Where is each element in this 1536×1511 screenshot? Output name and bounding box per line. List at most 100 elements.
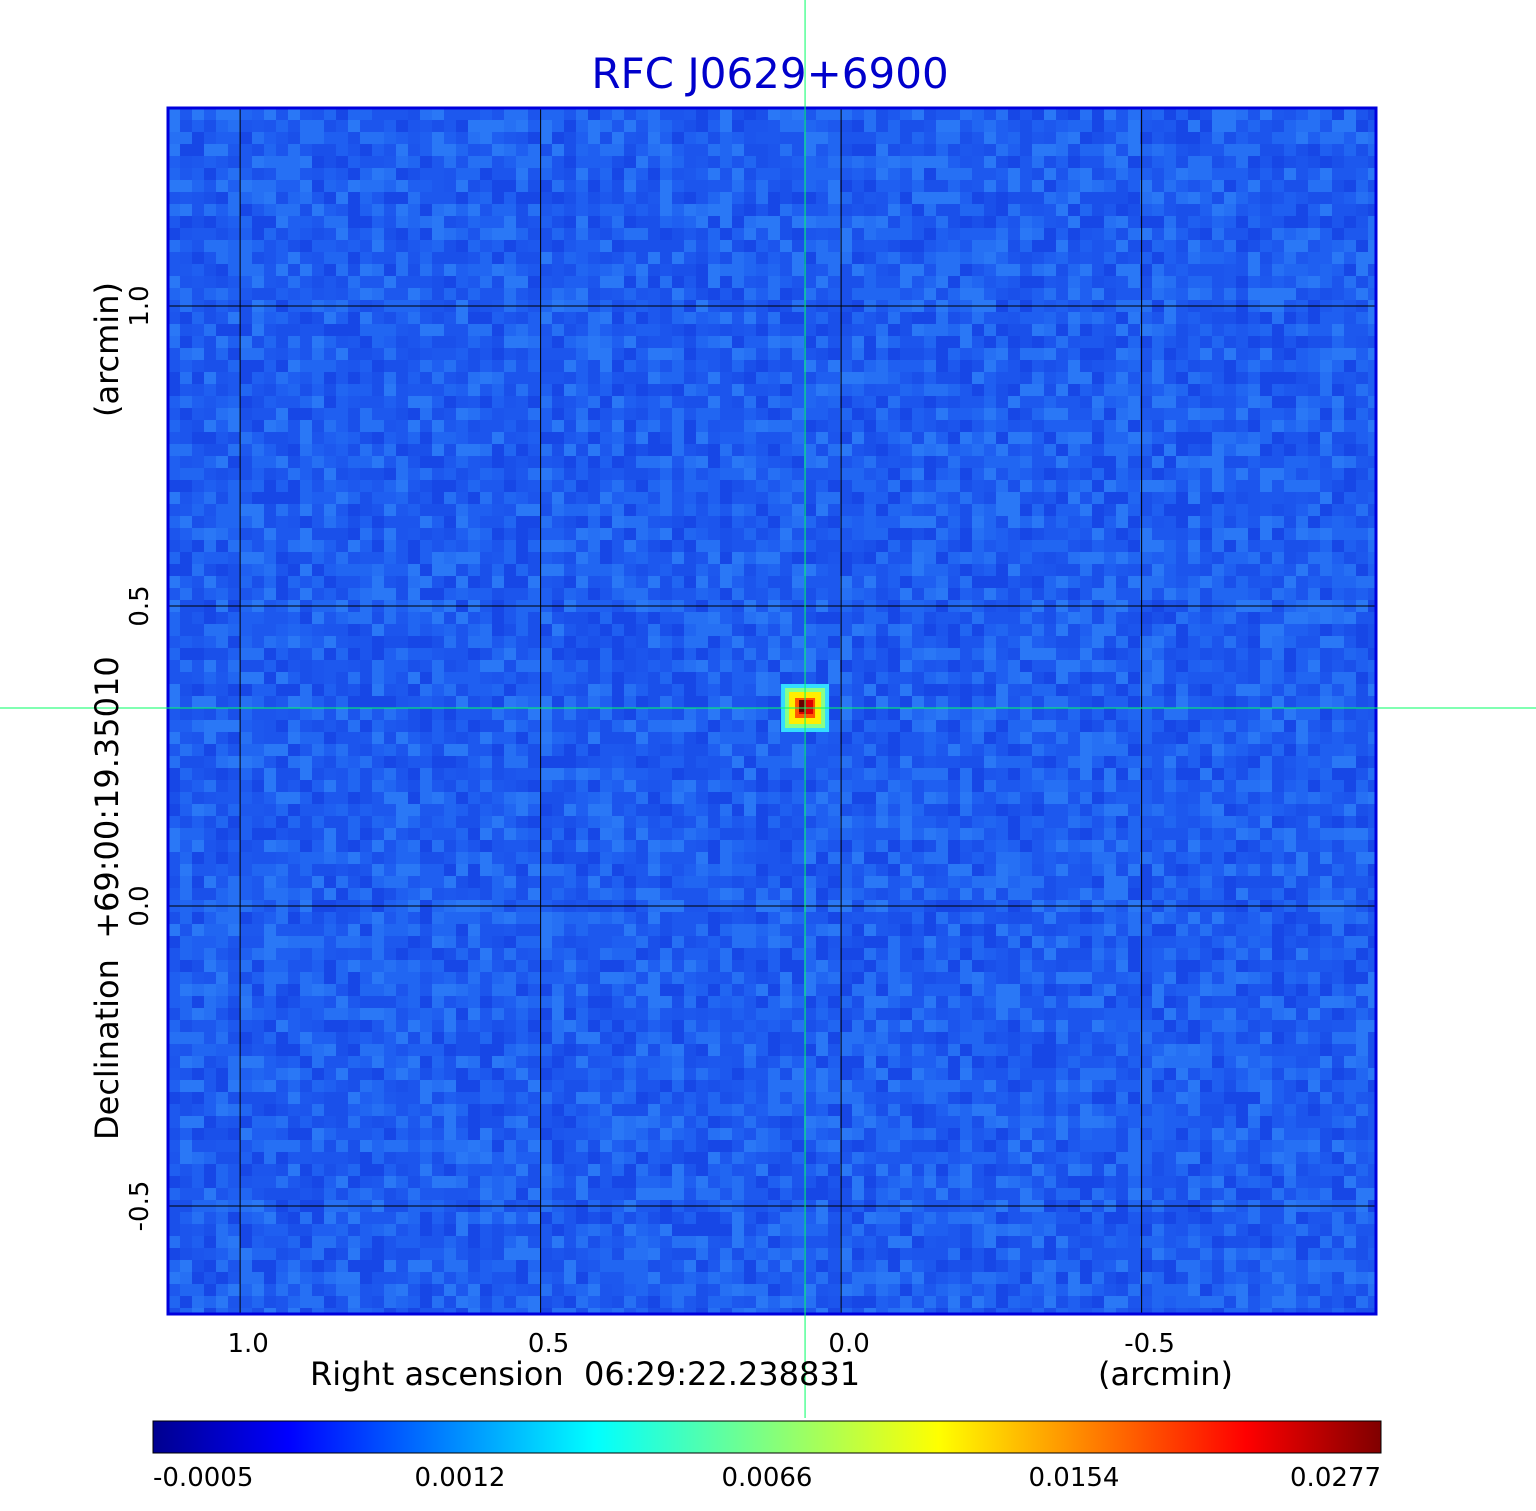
noise-pixel (504, 384, 516, 396)
noise-pixel (456, 540, 468, 552)
noise-pixel (420, 516, 432, 528)
noise-pixel (612, 624, 624, 636)
noise-pixel (936, 120, 948, 132)
noise-pixel (984, 132, 996, 144)
noise-pixel (276, 144, 288, 156)
noise-pixel (948, 468, 960, 480)
noise-pixel (612, 216, 624, 228)
noise-pixel (1044, 684, 1056, 696)
noise-pixel (552, 120, 564, 132)
noise-pixel (1248, 576, 1260, 588)
noise-pixel (672, 636, 684, 648)
noise-pixel (708, 396, 720, 408)
noise-pixel (1152, 348, 1164, 360)
noise-pixel (804, 168, 816, 180)
noise-pixel (1164, 648, 1176, 660)
noise-pixel (600, 180, 612, 192)
noise-pixel (372, 336, 384, 348)
noise-pixel (204, 540, 216, 552)
noise-pixel (720, 408, 732, 420)
noise-pixel (552, 180, 564, 192)
noise-pixel (1116, 348, 1128, 360)
noise-pixel (444, 192, 456, 204)
noise-pixel (504, 516, 516, 528)
noise-pixel (1308, 468, 1320, 480)
noise-pixel (1308, 156, 1320, 168)
noise-pixel (468, 336, 480, 348)
noise-pixel (564, 408, 576, 420)
noise-pixel (420, 588, 432, 600)
noise-pixel (240, 264, 252, 276)
noise-pixel (192, 348, 204, 360)
noise-pixel (900, 192, 912, 204)
noise-pixel (732, 168, 744, 180)
noise-pixel (660, 636, 672, 648)
noise-pixel (612, 660, 624, 672)
noise-pixel (288, 156, 300, 168)
noise-pixel (1356, 324, 1368, 336)
noise-pixel (936, 384, 948, 396)
noise-pixel (636, 624, 648, 636)
noise-pixel (708, 264, 720, 276)
noise-pixel (960, 252, 972, 264)
noise-pixel (948, 624, 960, 636)
noise-pixel (1044, 144, 1056, 156)
noise-pixel (588, 348, 600, 360)
noise-pixel (264, 480, 276, 492)
noise-pixel (480, 612, 492, 624)
noise-pixel (1056, 612, 1068, 624)
noise-pixel (864, 192, 876, 204)
noise-pixel (1224, 564, 1236, 576)
noise-pixel (924, 444, 936, 456)
noise-pixel (1272, 660, 1284, 672)
noise-pixel (372, 684, 384, 696)
noise-pixel (240, 612, 252, 624)
heatmap-area (168, 108, 1376, 1314)
noise-pixel (444, 216, 456, 228)
noise-pixel (1092, 408, 1104, 420)
noise-pixel (1092, 360, 1104, 372)
noise-pixel (612, 192, 624, 204)
noise-pixel (312, 480, 324, 492)
noise-pixel (300, 204, 312, 216)
noise-pixel (708, 576, 720, 588)
noise-pixel (1164, 504, 1176, 516)
noise-pixel (768, 540, 780, 552)
noise-pixel (1164, 468, 1176, 480)
noise-pixel (1200, 336, 1212, 348)
noise-pixel (924, 204, 936, 216)
noise-pixel (576, 660, 588, 672)
noise-pixel (564, 372, 576, 384)
noise-pixel (216, 612, 228, 624)
noise-pixel (1008, 336, 1020, 348)
noise-pixel (552, 444, 564, 456)
noise-pixel (660, 564, 672, 576)
noise-pixel (480, 468, 492, 480)
noise-pixel (720, 444, 732, 456)
noise-pixel (360, 420, 372, 432)
noise-pixel (960, 684, 972, 696)
noise-pixel (528, 312, 540, 324)
noise-pixel (1200, 204, 1212, 216)
noise-pixel (1236, 540, 1248, 552)
noise-pixel (828, 336, 840, 348)
noise-pixel (636, 408, 648, 420)
noise-pixel (1128, 564, 1140, 576)
noise-pixel (1344, 108, 1356, 120)
noise-pixel (960, 624, 972, 636)
noise-pixel (912, 252, 924, 264)
noise-pixel (960, 168, 972, 180)
noise-pixel (840, 660, 852, 672)
noise-pixel (696, 684, 708, 696)
noise-pixel (600, 384, 612, 396)
noise-pixel (1068, 540, 1080, 552)
noise-pixel (756, 636, 768, 648)
noise-pixel (396, 576, 408, 588)
noise-pixel (480, 528, 492, 540)
noise-pixel (324, 312, 336, 324)
noise-pixel (840, 144, 852, 156)
noise-pixel (1320, 396, 1332, 408)
noise-pixel (1200, 384, 1212, 396)
noise-pixel (192, 696, 204, 708)
noise-pixel (552, 696, 564, 708)
